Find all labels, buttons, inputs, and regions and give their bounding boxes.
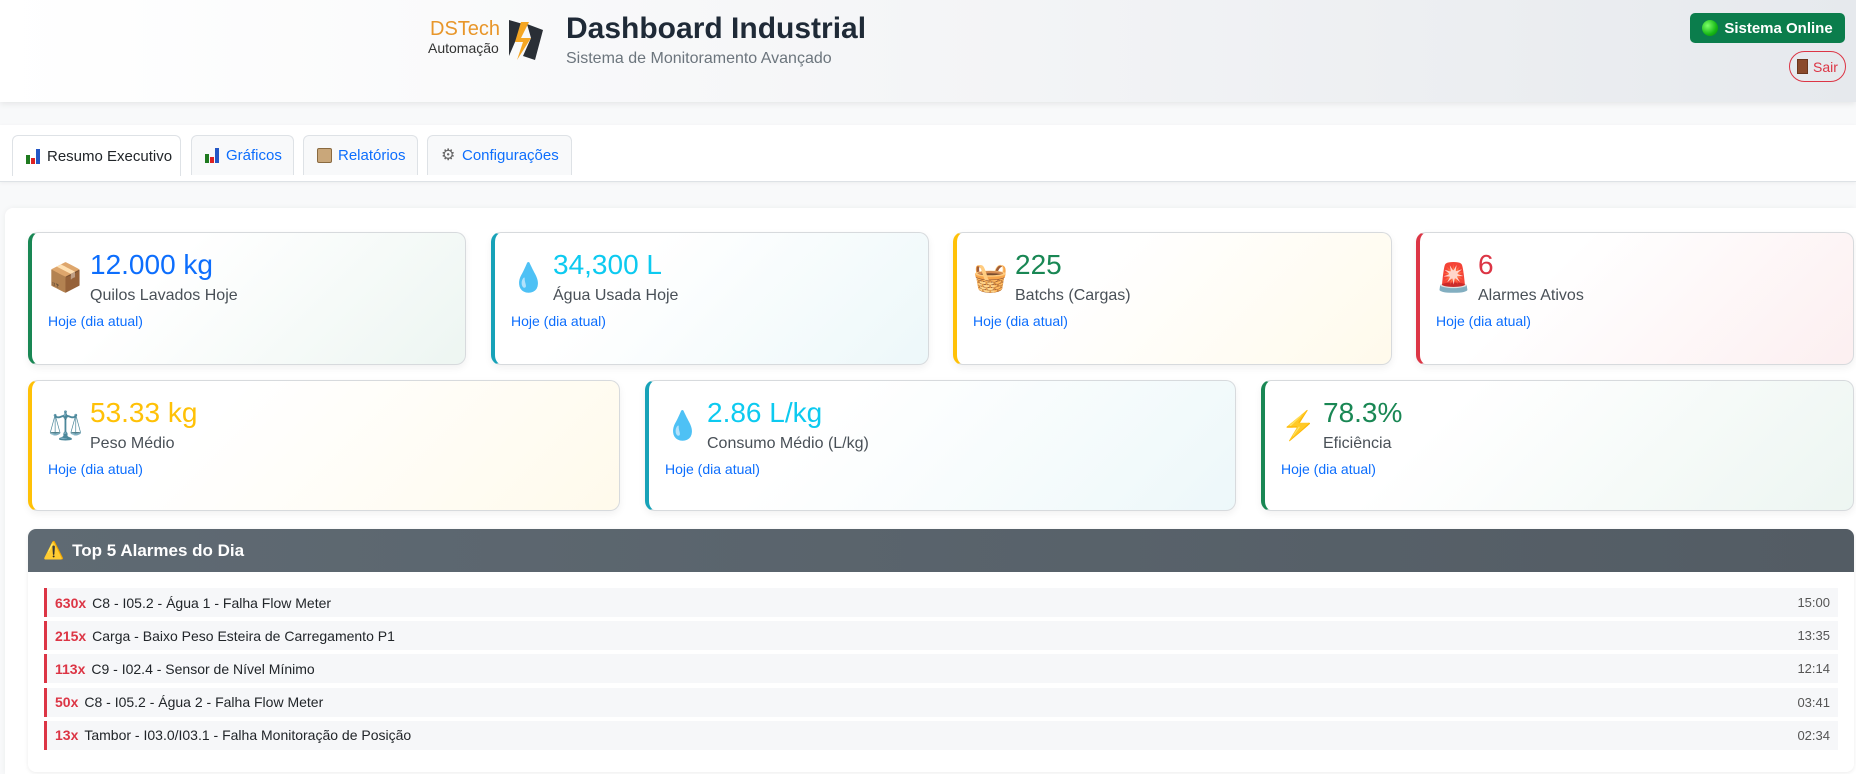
kpi-label: Batchs (Cargas) [1015,287,1131,304]
alarm-count: 215x [55,627,87,644]
kpi-value: 53.33 kg [90,397,198,428]
system-status-button[interactable]: Sistema Online [1690,13,1845,43]
siren-icon: 🚨 [1436,262,1471,293]
kpi-card-peso-medio: ⚖️ 53.33 kg Peso Médio Hoje (dia atual) [28,380,620,511]
alarm-count: 113x [55,660,86,677]
tab-graficos[interactable]: Gráficos [191,135,294,175]
alarm-item: 13x Tambor - I03.0/I03.1 - Falha Monitora… [44,720,1838,750]
clipboard-icon [317,148,332,163]
kpi-card-batchs: 🧺 225 Batchs (Cargas) Hoje (dia atual) [953,232,1392,365]
bar-chart-icon [26,148,41,164]
alarm-item: 630x C8 - I05.2 - Água 1 - Falha Flow Met… [44,588,1838,617]
kpi-label: Peso Médio [90,435,175,452]
kpi-period: Hoje (dia atual) [48,461,143,477]
alarm-count: 630x [55,594,87,611]
bar-chart-icon [205,148,220,163]
alarm-time: 02:34 [1797,727,1830,743]
alarm-item: 215x Carga - Baixo Peso Esteira de Carreg… [44,621,1838,651]
kpi-label: Água Usada Hoje [553,287,679,304]
kpi-period: Hoje (dia atual) [1281,461,1376,477]
alarm-item: 113x C9 - I02.4 - Sensor de Nível Mínimo 1… [44,654,1838,684]
logo: DSTech Automação [428,16,553,66]
page-subtitle: Sistema de Monitoramento Avançado [566,50,832,67]
kpi-period: Hoje (dia atual) [1436,313,1531,329]
kpi-value: 12.000 kg [90,249,213,280]
kpi-label: Consumo Médio (L/kg) [707,435,869,452]
kpi-value: 225 [1015,249,1062,280]
kpi-period: Hoje (dia atual) [973,313,1068,329]
alarm-count: 50x [55,694,79,711]
green-dot-icon [1702,20,1719,36]
logo-bolt-icon [509,20,543,60]
kpi-label: Alarmes Ativos [1478,287,1584,304]
tab-configuracoes[interactable]: ⚙ Configurações [427,135,572,175]
tab-bar: Resumo Executivo Gráficos Relatórios ⚙ C… [0,125,1856,182]
header: DSTech Automação Dashboard Industrial Si… [0,0,1856,102]
lightning-icon: ⚡ [1281,410,1316,441]
kpi-label: Quilos Lavados Hoje [90,287,238,304]
alarm-text: C8 - I05.2 - Água 1 - Falha Flow Meter [92,594,332,611]
gear-icon: ⚙ [441,147,456,164]
kpi-value: 6 [1478,249,1494,280]
alarm-time: 15:00 [1797,595,1830,610]
kpi-period: Hoje (dia atual) [48,313,143,329]
basket-icon: 🧺 [973,262,1008,293]
alarm-count: 13x [55,727,79,744]
alarm-text: Tambor - I03.0/I03.1 - Falha Monitoração… [84,727,412,744]
kpi-period: Hoje (dia atual) [511,313,606,329]
door-icon [1797,59,1809,74]
kpi-value: 2.86 L/kg [707,397,823,428]
tab-resumo-executivo[interactable]: Resumo Executivo [12,135,181,176]
package-icon: 📦 [48,262,83,293]
warning-icon: ⚠️ [43,540,65,560]
page-title: Dashboard Industrial [566,12,867,45]
logout-button[interactable]: Sair [1789,51,1846,82]
alarm-time: 12:14 [1797,661,1830,677]
kpi-card-consumo-medio: 💧 2.86 L/kg Consumo Médio (L/kg) Hoje (dia … [645,380,1236,511]
alarm-text: C9 - I02.4 - Sensor de Nível Mínimo [91,660,315,677]
alarm-time: 03:41 [1797,694,1830,710]
kpi-card-alarmes-ativos: 🚨 6 Alarmes Ativos Hoje (dia atual) [1416,232,1854,365]
kpi-value: 78.3% [1323,397,1403,428]
tab-relatorios[interactable]: Relatórios [303,135,418,175]
kpi-label: Eficiência [1323,435,1392,452]
kpi-card-quilos-lavados: 📦 12.000 kg Quilos Lavados Hoje Hoje (dia a… [28,232,466,365]
alarm-text: C8 - I05.2 - Água 2 - Falha Flow Meter [84,694,324,711]
water-drop-icon: 💧 [511,262,546,293]
alarm-text: Carga - Baixo Peso Esteira de Carregamen… [92,627,395,644]
kpi-card-agua-usada: 💧 34,300 L Água Usada Hoje Hoje (dia atual) [491,232,929,365]
alarm-item: 50x C8 - I05.2 - Água 2 - Falha Flow Mete… [44,687,1838,717]
alarm-time: 13:35 [1797,628,1830,644]
scale-icon: ⚖️ [48,410,83,441]
top-alarms-panel: ⚠️ Top 5 Alarmes do Dia 630x C8 - I05.2 - … [28,529,1854,772]
kpi-card-eficiencia: ⚡ 78.3% Eficiência Hoje (dia atual) [1261,380,1854,511]
kpi-value: 34,300 L [553,249,662,280]
kpi-period: Hoje (dia atual) [665,461,760,477]
water-drop-icon: 💧 [665,410,700,441]
top-alarms-header: ⚠️ Top 5 Alarmes do Dia [28,529,1854,572]
